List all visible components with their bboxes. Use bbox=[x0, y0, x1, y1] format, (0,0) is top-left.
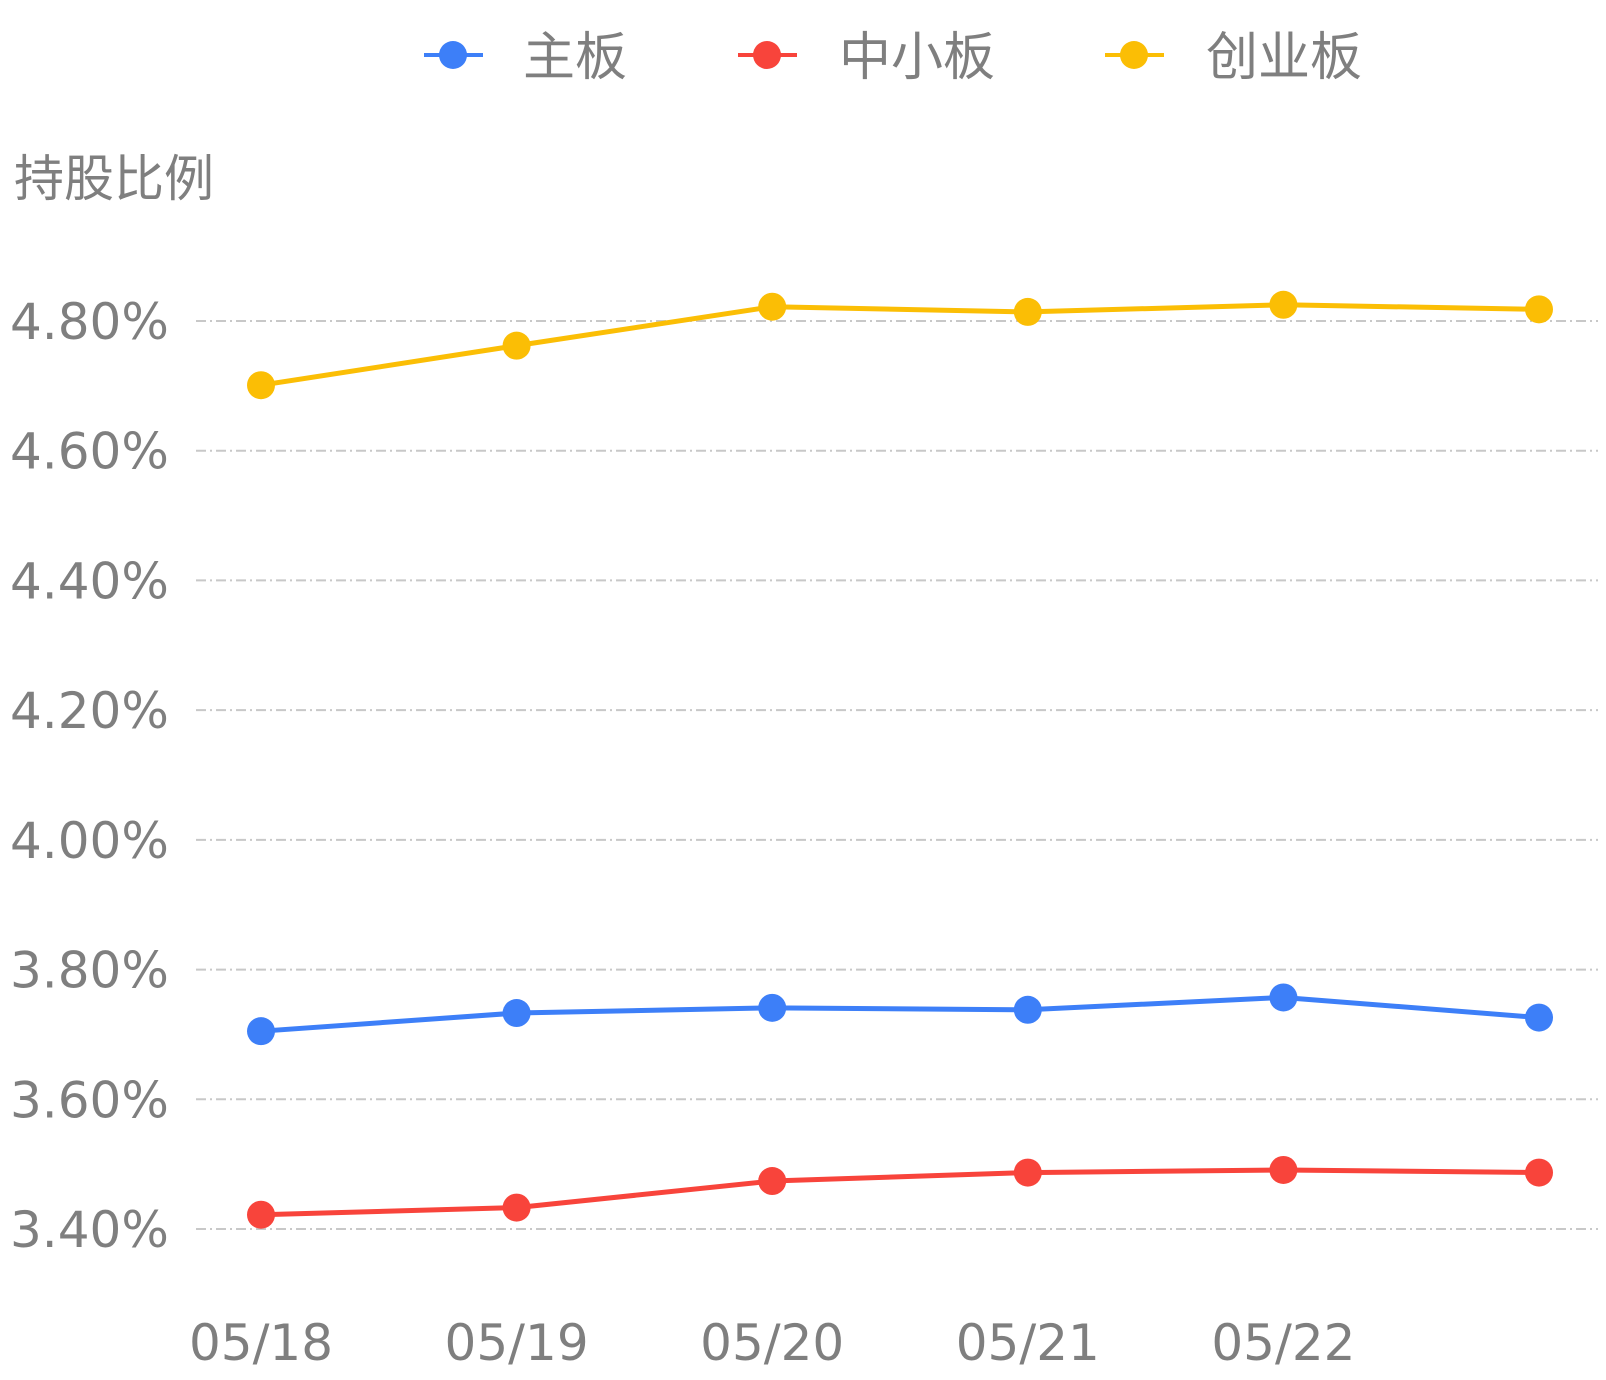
legend-item-sme-board[interactable]: 中小板 bbox=[738, 28, 995, 88]
data-point-chinext-board[interactable] bbox=[1525, 295, 1553, 324]
series-line-main-board bbox=[260, 994, 1540, 1034]
data-point-sme-board[interactable] bbox=[1269, 1155, 1298, 1184]
legend-marker-sme-board bbox=[753, 41, 781, 69]
legend-label-sme-board: 中小板 bbox=[839, 28, 995, 88]
data-point-chinext-board[interactable] bbox=[1013, 297, 1042, 326]
x-axis-ticks: 05/18 05/19 05/20 05/21 05/22 bbox=[189, 1314, 1355, 1372]
legend-label-main-board: 主板 bbox=[523, 28, 627, 88]
y-axis-title: 持股比例 bbox=[14, 150, 214, 208]
x-tick-label: 05/21 bbox=[956, 1314, 1100, 1372]
data-point-chinext-board[interactable] bbox=[502, 331, 531, 360]
series-chinext-board bbox=[247, 290, 1553, 400]
y-tick-label: 3.60% bbox=[10, 1071, 169, 1129]
data-point-chinext-board[interactable] bbox=[247, 371, 275, 400]
legend: 主板 中小板 创业板 bbox=[424, 28, 1362, 88]
series-line-chinext-board bbox=[260, 302, 1540, 388]
legend-item-chinext-board[interactable]: 创业板 bbox=[1105, 28, 1362, 88]
y-tick-label: 4.40% bbox=[10, 552, 169, 610]
y-tick-label: 4.60% bbox=[10, 423, 169, 481]
x-tick-label: 05/18 bbox=[189, 1314, 333, 1372]
x-tick-label: 05/22 bbox=[1211, 1314, 1355, 1372]
data-point-sme-board[interactable] bbox=[247, 1200, 275, 1229]
series-layer bbox=[247, 290, 1553, 1229]
gridlines bbox=[196, 320, 1598, 1230]
data-point-main-board[interactable] bbox=[1525, 1003, 1553, 1032]
data-point-main-board[interactable] bbox=[1013, 995, 1042, 1024]
y-axis-ticks: 4.80% 4.60% 4.40% 4.20% 4.00% 3.80% 3.60% 3.40% bbox=[10, 293, 169, 1259]
data-point-main-board[interactable] bbox=[502, 999, 531, 1028]
y-tick-label: 4.80% bbox=[10, 293, 169, 351]
x-tick-label: 05/20 bbox=[700, 1314, 844, 1372]
data-point-main-board[interactable] bbox=[758, 993, 787, 1022]
data-point-sme-board[interactable] bbox=[758, 1167, 787, 1196]
series-sme-board bbox=[247, 1155, 1553, 1229]
y-tick-label: 3.40% bbox=[10, 1201, 169, 1259]
data-point-chinext-board[interactable] bbox=[1269, 290, 1298, 319]
legend-marker-chinext-board bbox=[1120, 41, 1148, 69]
data-point-sme-board[interactable] bbox=[1013, 1158, 1042, 1187]
y-tick-label: 4.20% bbox=[10, 682, 169, 740]
y-tick-label: 4.00% bbox=[10, 812, 169, 870]
series-line-sme-board bbox=[260, 1167, 1540, 1218]
data-point-main-board[interactable] bbox=[1269, 983, 1298, 1012]
data-point-main-board[interactable] bbox=[247, 1017, 275, 1046]
series-main-board bbox=[247, 983, 1553, 1046]
legend-marker-main-board bbox=[439, 41, 467, 69]
legend-label-chinext-board: 创业板 bbox=[1206, 28, 1362, 88]
y-tick-label: 3.80% bbox=[10, 942, 169, 1000]
data-point-sme-board[interactable] bbox=[1525, 1158, 1553, 1187]
x-tick-label: 05/19 bbox=[445, 1314, 589, 1372]
data-point-sme-board[interactable] bbox=[502, 1193, 531, 1222]
legend-item-main-board[interactable]: 主板 bbox=[424, 28, 627, 88]
data-point-chinext-board[interactable] bbox=[758, 292, 787, 321]
